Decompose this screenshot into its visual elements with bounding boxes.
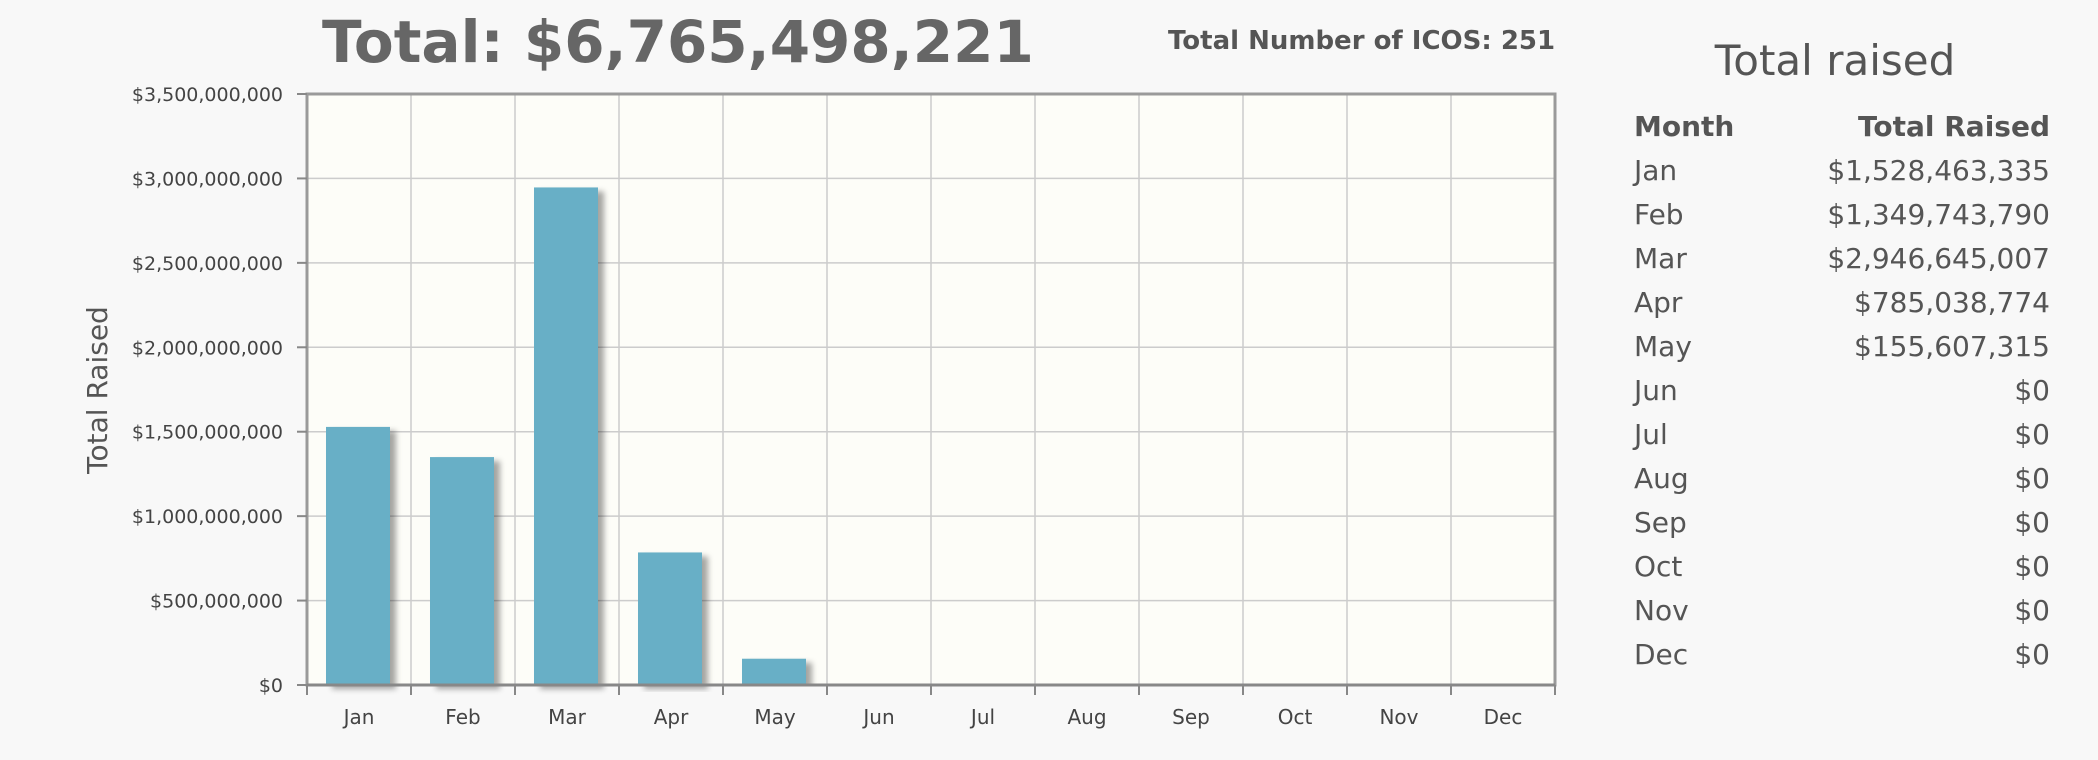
total-raised-column-header: Total Raised — [1858, 109, 2050, 143]
table-cell-total: $0 — [2014, 505, 2050, 539]
table-row: Sep $0 — [1634, 500, 2050, 544]
table-cell-total: $0 — [2014, 549, 2050, 583]
x-tick-label: Aug — [1067, 705, 1106, 729]
chart-area: Total: $6,765,498,221 Total Number of IC… — [81, 8, 1557, 729]
x-tick-label: Sep — [1172, 705, 1210, 729]
x-tick-label: Jul — [969, 705, 995, 729]
table-cell-month: Oct — [1634, 549, 1683, 583]
table-cell-month: Jul — [1634, 417, 1668, 451]
table-title: Total raised — [1714, 36, 1956, 85]
table-cell-month: Sep — [1634, 505, 1687, 539]
x-tick-label: Dec — [1484, 705, 1523, 729]
x-tick-label: Nov — [1379, 705, 1418, 729]
x-tick-label: Oct — [1278, 705, 1313, 729]
table-cell-month: Feb — [1634, 197, 1684, 231]
bar-mar — [534, 187, 598, 686]
x-tick-label: Feb — [445, 705, 480, 729]
table-cell-month: Mar — [1634, 241, 1687, 275]
table-header-row: Month Total Raised — [1634, 104, 2050, 148]
table-cell-month: Jun — [1634, 373, 1678, 407]
ico-count-label: Total Number of ICOS: 251 — [1168, 26, 1556, 56]
bar-chart: $0 $500,000,000 $1,000,000,000 $1,500,000,0… — [81, 84, 1557, 729]
x-tick-label: Mar — [548, 705, 587, 729]
y-tick-label: $3,000,000,000 — [132, 168, 283, 190]
table-cell-total: $0 — [2014, 637, 2050, 671]
y-tick-label: $2,500,000,000 — [132, 253, 283, 275]
x-tick-label: May — [754, 705, 796, 729]
table-cell-total: $1,349,743,790 — [1827, 197, 2050, 231]
y-tick-label: $1,000,000,000 — [132, 506, 283, 528]
table-cell-total: $0 — [2014, 461, 2050, 495]
table-row: Nov $0 — [1634, 588, 2050, 632]
bar-apr — [638, 552, 702, 685]
table-cell-total: $0 — [2014, 417, 2050, 451]
table-row: Apr $785,038,774 — [1634, 280, 2050, 324]
table-cell-month: Jan — [1634, 153, 1678, 187]
table-cell-month: Aug — [1634, 461, 1689, 495]
table-cell-total: $2,946,645,007 — [1827, 241, 2050, 275]
table-cell-month: Apr — [1634, 285, 1683, 319]
y-tick-label: $1,500,000,000 — [132, 422, 283, 444]
table-row: Dec $0 — [1634, 632, 2050, 676]
total-raised-table: Month Total Raised Jan $1,528,463,335 Feb $… — [1634, 104, 2050, 676]
table-row: Feb $1,349,743,790 — [1634, 192, 2050, 236]
bar-may — [742, 658, 806, 685]
table-row: Jan $1,528,463,335 — [1634, 148, 2050, 192]
total-raised-table-panel: Total raised Month Total Raised Jan $1,52… — [1620, 0, 2050, 760]
x-tick-label: Jun — [861, 705, 894, 729]
bar-jan — [326, 426, 390, 685]
month-column-header: Month — [1634, 109, 1735, 143]
x-tick-label: Apr — [654, 705, 689, 729]
y-axis-title: Total Raised — [81, 306, 114, 475]
table-row: Jun $0 — [1634, 368, 2050, 412]
y-tick-label: $0 — [259, 675, 283, 697]
y-tick-label: $2,000,000,000 — [132, 337, 283, 359]
bar-feb — [430, 457, 494, 685]
table-cell-total: $1,528,463,335 — [1827, 153, 2050, 187]
table-row: May $155,607,315 — [1634, 324, 2050, 368]
y-tick-label: $3,500,000,000 — [132, 84, 283, 106]
table-row: Aug $0 — [1634, 456, 2050, 500]
table-cell-month: Nov — [1634, 593, 1689, 627]
table-cell-total: $0 — [2014, 593, 2050, 627]
table-cell-total: $0 — [2014, 373, 2050, 407]
y-tick-label: $500,000,000 — [150, 591, 283, 613]
x-tick-label: Jan — [342, 705, 375, 729]
table-cell-total: $785,038,774 — [1854, 285, 2050, 319]
table-cell-total: $155,607,315 — [1854, 329, 2050, 363]
table-row: Jul $0 — [1634, 412, 2050, 456]
table-cell-month: May — [1634, 329, 1692, 363]
total-raised-heading: Total: $6,765,498,221 — [322, 8, 1034, 76]
table-row: Oct $0 — [1634, 544, 2050, 588]
table-cell-month: Dec — [1634, 637, 1689, 671]
table-row: Mar $2,946,645,007 — [1634, 236, 2050, 280]
